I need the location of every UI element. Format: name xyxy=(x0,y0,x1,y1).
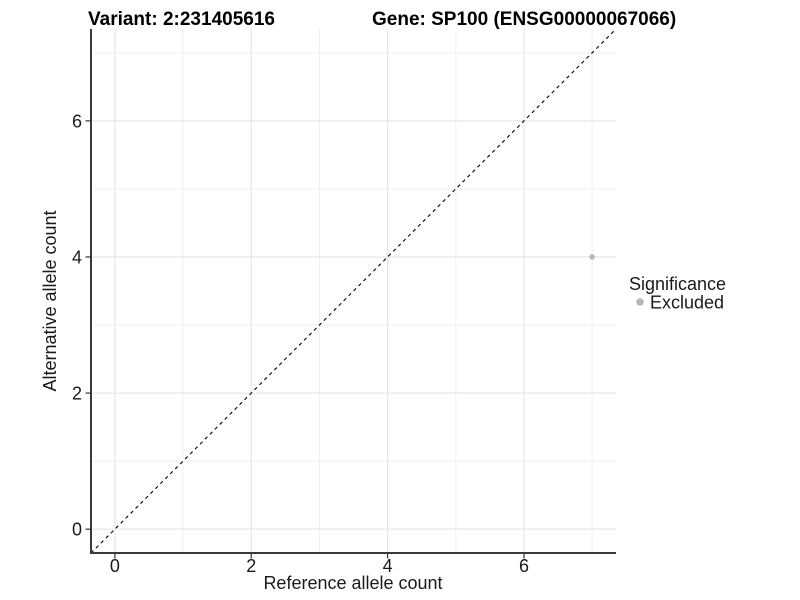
tick-labels-layer: 0 2 4 6 0 2 4 6 xyxy=(72,111,529,576)
legend: Significance Excluded xyxy=(629,274,726,313)
identity-line-layer xyxy=(90,28,617,554)
y-axis-title: Alternative allele count xyxy=(40,210,60,391)
y-tick-label: 2 xyxy=(72,384,82,404)
data-point xyxy=(589,254,595,260)
y-tick-label: 6 xyxy=(72,111,82,131)
y-tick-label: 4 xyxy=(72,247,82,267)
data-points-layer xyxy=(589,254,595,260)
identity-dashed-line xyxy=(90,28,617,554)
plot-title-gene: Gene: SP100 (ENSG00000067066) xyxy=(372,9,676,30)
x-tick-label: 4 xyxy=(383,556,393,576)
x-tick-label: 2 xyxy=(246,556,256,576)
legend-title: Significance xyxy=(629,274,726,294)
legend-entry-label: Excluded xyxy=(650,293,724,313)
y-tick-label: 0 xyxy=(72,520,82,540)
axes-layer xyxy=(85,29,616,559)
x-tick-label: 6 xyxy=(519,556,529,576)
gridlines-layer xyxy=(91,29,616,553)
legend-key-dot-icon xyxy=(636,298,644,306)
plot-title-variant: Variant: 2:231405616 xyxy=(88,9,275,30)
x-axis-title: Reference allele count xyxy=(263,573,442,593)
x-tick-label: 0 xyxy=(110,556,120,576)
